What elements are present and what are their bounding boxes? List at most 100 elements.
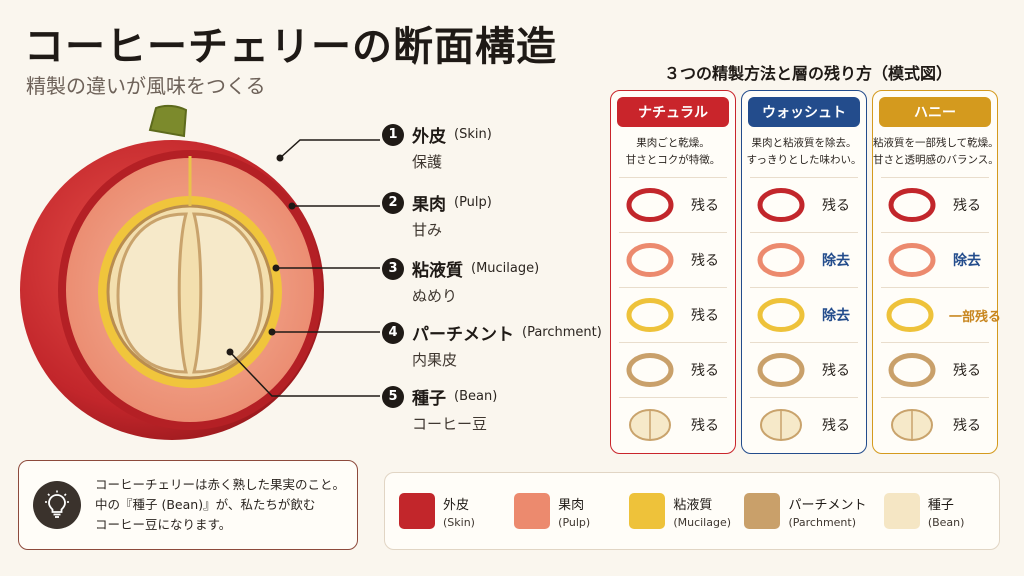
skin-ring-icon	[885, 185, 939, 225]
layer-status-row: 残る	[750, 397, 858, 452]
layer-name: 種子	[412, 389, 446, 409]
layer-status-row: 残る	[619, 342, 727, 397]
bean-icon	[885, 405, 939, 445]
layer-status: 除去	[822, 308, 850, 324]
layer-description: 内果皮	[412, 351, 458, 369]
legend-name: 種子	[927, 497, 954, 513]
page-title: コーヒーチェリーの断面構造	[24, 24, 557, 70]
legend-item-parchment: パーチメント (Parchment)	[744, 493, 883, 529]
layer-status-row: 残る	[881, 177, 989, 232]
layer-name: 果肉	[412, 195, 446, 215]
layer-status-row: 残る	[881, 342, 989, 397]
layer-name: パーチメント	[412, 325, 514, 345]
legend-name-en: (Skin)	[443, 515, 475, 529]
method-description-line: 甘さと透明感のバランス。	[873, 154, 999, 166]
legend-name: 外皮	[443, 497, 470, 513]
method-header: ウォッシュト	[748, 97, 860, 127]
layer-status-row: 残る	[750, 342, 858, 397]
leader-line-bean	[229, 351, 380, 397]
tip-line: コーヒー豆になります。	[95, 517, 232, 532]
parchment-ring-icon	[754, 350, 808, 390]
layer-description: ぬめり	[412, 287, 458, 305]
layer-description: 甘み	[412, 221, 443, 239]
layer-number: 4	[382, 321, 404, 344]
leader-dot-mucilage	[272, 264, 280, 272]
layer-status-row: 残る	[619, 287, 727, 342]
layer-label-bean: 5 種子 (Bean) コーヒー豆	[382, 384, 612, 434]
layer-description: コーヒー豆	[412, 415, 488, 433]
method-column-natural: ナチュラル 果肉ごと乾燥。 甘さとコクが特徴。 残る 残る 残る 残る 残る	[610, 90, 736, 454]
pulp-ring-icon	[623, 240, 677, 280]
legend-item-bean: 種子 (Bean)	[883, 493, 999, 529]
layer-label-mucilage: 3 粘液質 (Mucilage) ぬめり	[382, 256, 612, 306]
tip-line: 中の『種子 (Bean)』が、私たちが飲む	[95, 497, 316, 512]
legend-swatch	[744, 493, 781, 529]
legend-item-pulp: 果肉 (Pulp)	[514, 493, 629, 529]
bean-icon	[623, 405, 677, 445]
legend-swatch	[514, 493, 551, 529]
skin-ring-icon	[623, 185, 677, 225]
legend-name-en: (Bean)	[927, 515, 965, 529]
layer-name: 粘液質	[412, 261, 463, 281]
layer-status: 残る	[953, 418, 981, 434]
legend-item-skin: 外皮 (Skin)	[399, 493, 514, 529]
layer-status: 除去	[953, 253, 981, 269]
layer-status-row: 残る	[619, 177, 727, 232]
layer-status-row: 残る	[619, 232, 727, 287]
layer-number: 2	[382, 191, 404, 214]
method-column-honey: ハニー 粘液質を一部残して乾燥。 甘さと透明感のバランス。 残る 除去 一部残る 残る 残る	[872, 90, 1001, 454]
bean-icon	[754, 405, 808, 445]
legend-name: 粘液質	[673, 497, 713, 513]
legend-name-en: (Mucilage)	[673, 515, 732, 529]
layer-status: 残る	[691, 198, 719, 214]
legend-name-en: (Pulp)	[558, 515, 591, 529]
layer-label-pulp: 2 果肉 (Pulp) 甘み	[382, 190, 612, 240]
method-column-washed: ウォッシュト 果肉と粘液質を除去。 すっきりとした味わい。 残る 除去 除去 残る 残る	[741, 90, 867, 454]
leader-dot-pulp	[288, 202, 296, 210]
layer-name-en: (Parchment)	[522, 325, 602, 340]
layer-status-row: 残る	[881, 397, 989, 452]
lightbulb-icon	[33, 481, 81, 529]
parchment-ring-icon	[623, 350, 677, 390]
layer-status: 残る	[953, 363, 981, 379]
method-header: ナチュラル	[617, 97, 729, 127]
layer-status: 一部残る	[949, 309, 1002, 325]
info-tip-box: コーヒーチェリーは赤く熟した果実のこと。 中の『種子 (Bean)』が、私たちが…	[18, 460, 358, 550]
layer-status-row: 残る	[750, 177, 858, 232]
layer-name-en: (Bean)	[454, 389, 498, 404]
method-description-line: すっきりとした味わい。	[746, 154, 862, 166]
tip-text: コーヒーチェリーは赤く熟した果実のこと。 中の『種子 (Bean)』が、私たちが…	[95, 475, 345, 535]
method-description-line: 果肉ごと乾燥。	[636, 137, 710, 149]
layer-name-en: (Pulp)	[454, 195, 492, 210]
parchment-ring-icon	[885, 350, 939, 390]
legend-name-en: (Parchment)	[788, 515, 856, 529]
layer-status: 残る	[691, 308, 719, 324]
coffee-cherry-cross-section	[20, 104, 380, 440]
layer-status: 残る	[691, 363, 719, 379]
layer-status: 除去	[822, 253, 850, 269]
layer-status-row: 一部残る	[881, 287, 1001, 342]
layer-name-en: (Mucilage)	[471, 261, 540, 276]
layer-status: 残る	[822, 198, 850, 214]
layer-status-row: 除去	[750, 232, 858, 287]
method-description: 果肉ごと乾燥。 甘さとコクが特徴。	[611, 127, 735, 177]
leader-dot-skin	[276, 154, 284, 162]
layer-label-parchment: 4 パーチメント (Parchment) 内果皮	[382, 320, 612, 370]
color-legend: 外皮 (Skin) 果肉 (Pulp) 粘液質 (Mucilage) パーチメン…	[384, 472, 1000, 550]
leader-dot-bean	[226, 348, 234, 356]
layer-description: 保護	[412, 153, 443, 171]
layer-number: 3	[382, 257, 404, 280]
layer-status-row: 残る	[619, 397, 727, 452]
layer-status: 残る	[953, 198, 981, 214]
legend-name: 果肉	[558, 497, 585, 513]
leader-dot-parchment	[268, 328, 276, 336]
legend-swatch	[883, 493, 920, 529]
layer-name: 外皮	[412, 127, 446, 147]
layer-status: 残る	[822, 363, 850, 379]
layer-status: 残る	[691, 253, 719, 269]
layer-status: 残る	[822, 418, 850, 434]
method-header: ハニー	[879, 97, 991, 127]
mucilage-ring-icon	[885, 295, 935, 335]
bean-left	[116, 212, 188, 374]
pulp-ring-icon	[754, 240, 808, 280]
